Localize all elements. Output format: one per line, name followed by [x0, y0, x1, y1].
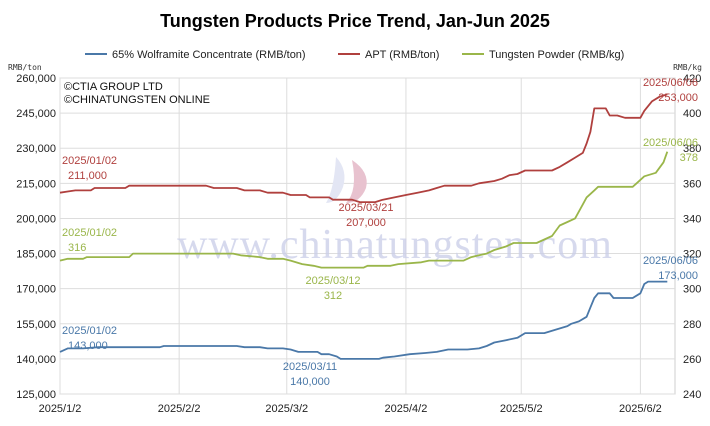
left-tick-label: 215,000	[16, 178, 56, 190]
x-tick-label: 2025/6/2	[619, 403, 662, 415]
x-tick-label: 2025/1/2	[39, 403, 82, 415]
left-axis-unit: RMB/ton	[8, 63, 42, 72]
right-tick-label: 300	[683, 284, 701, 296]
series-layer	[59, 93, 669, 360]
left-tick-label: 125,000	[16, 389, 56, 401]
plot-area	[59, 77, 676, 395]
x-tick-label: 2025/3/2	[265, 403, 308, 415]
copyright-line-2: ©CHINATUNGSTEN ONLINE	[64, 94, 210, 106]
x-tick-label: 2025/4/2	[385, 403, 428, 415]
left-tick-label: 260,000	[16, 73, 56, 85]
annotation-date: 2025/01/02	[62, 227, 117, 239]
annotation-value: 253,000	[658, 92, 698, 104]
annotation-date: 2025/06/06	[643, 255, 698, 267]
left-tick-label: 170,000	[16, 284, 56, 296]
left-tick-label: 230,000	[16, 143, 56, 155]
annotation-value: 378	[680, 152, 698, 164]
left-tick-label: 200,000	[16, 213, 56, 225]
annotation-value: 316	[68, 242, 86, 254]
annotation-date: 2025/03/11	[283, 361, 337, 373]
right-tick-label: 340	[683, 213, 701, 225]
x-axis-ticks: 2025/1/2 2025/2/2 2025/3/2 2025/4/2 2025/5/2…	[39, 403, 662, 415]
left-tick-label: 155,000	[16, 319, 56, 331]
left-axis-ticks: 125,000 140,000 155,000 170,000 185,000 200,0…	[16, 73, 56, 401]
left-tick-label: 140,000	[16, 354, 56, 366]
left-tick-label: 185,000	[16, 249, 56, 261]
annotation-layer: 2025/01/02 143,000 2025/03/11 140,000 2025/0…	[62, 77, 698, 388]
annotation-date: 2025/01/02	[62, 325, 117, 337]
annotation-value: 140,000	[290, 376, 330, 388]
annotation-value: 312	[324, 290, 342, 302]
legend-label: Tungsten Powder (RMB/kg)	[489, 49, 624, 61]
right-tick-label: 240	[683, 389, 701, 401]
annotation-value: 211,000	[68, 170, 107, 182]
chart-title: Tungsten Products Price Trend, Jan-Jun 2…	[160, 11, 550, 31]
legend: 65% Wolframite Concentrate (RMB/ton) APT …	[85, 49, 624, 61]
x-tick-label: 2025/2/2	[158, 403, 201, 415]
right-tick-label: 260	[683, 354, 701, 366]
right-tick-label: 320	[683, 249, 701, 261]
left-tick-label: 245,000	[16, 108, 56, 120]
right-axis-unit: RMB/kg	[673, 63, 702, 72]
annotation-value: 143,000	[68, 340, 108, 352]
annotation-date: 2025/06/06	[643, 137, 698, 149]
right-tick-label: 360	[683, 178, 701, 190]
x-tick-label: 2025/5/2	[500, 403, 543, 415]
series-line	[59, 280, 668, 360]
watermark-text: www.chinatungsten.com	[177, 222, 613, 268]
watermark-logo	[326, 157, 367, 203]
right-tick-label: 400	[683, 108, 701, 120]
legend-label: 65% Wolframite Concentrate (RMB/ton)	[112, 49, 306, 61]
right-tick-label: 420	[683, 73, 701, 85]
annotation-value: 207,000	[346, 217, 386, 229]
series-line	[59, 93, 668, 204]
annotation-date: 2025/03/12	[305, 275, 360, 287]
annotation-value: 173,000	[658, 270, 698, 282]
series-line	[59, 151, 669, 269]
copyright-line-1: ©CTIA GROUP LTD	[64, 81, 163, 93]
right-tick-label: 280	[683, 319, 701, 331]
right-axis-ticks: 240 260 280 300 320 340 360 380 400 420	[683, 73, 701, 401]
annotation-date: 2025/01/02	[62, 155, 117, 167]
annotation-date: 2025/03/21	[338, 202, 393, 214]
annotation-date: 2025/06/06	[643, 77, 698, 89]
legend-label: APT (RMB/ton)	[365, 49, 439, 61]
right-tick-label: 380	[683, 143, 701, 155]
